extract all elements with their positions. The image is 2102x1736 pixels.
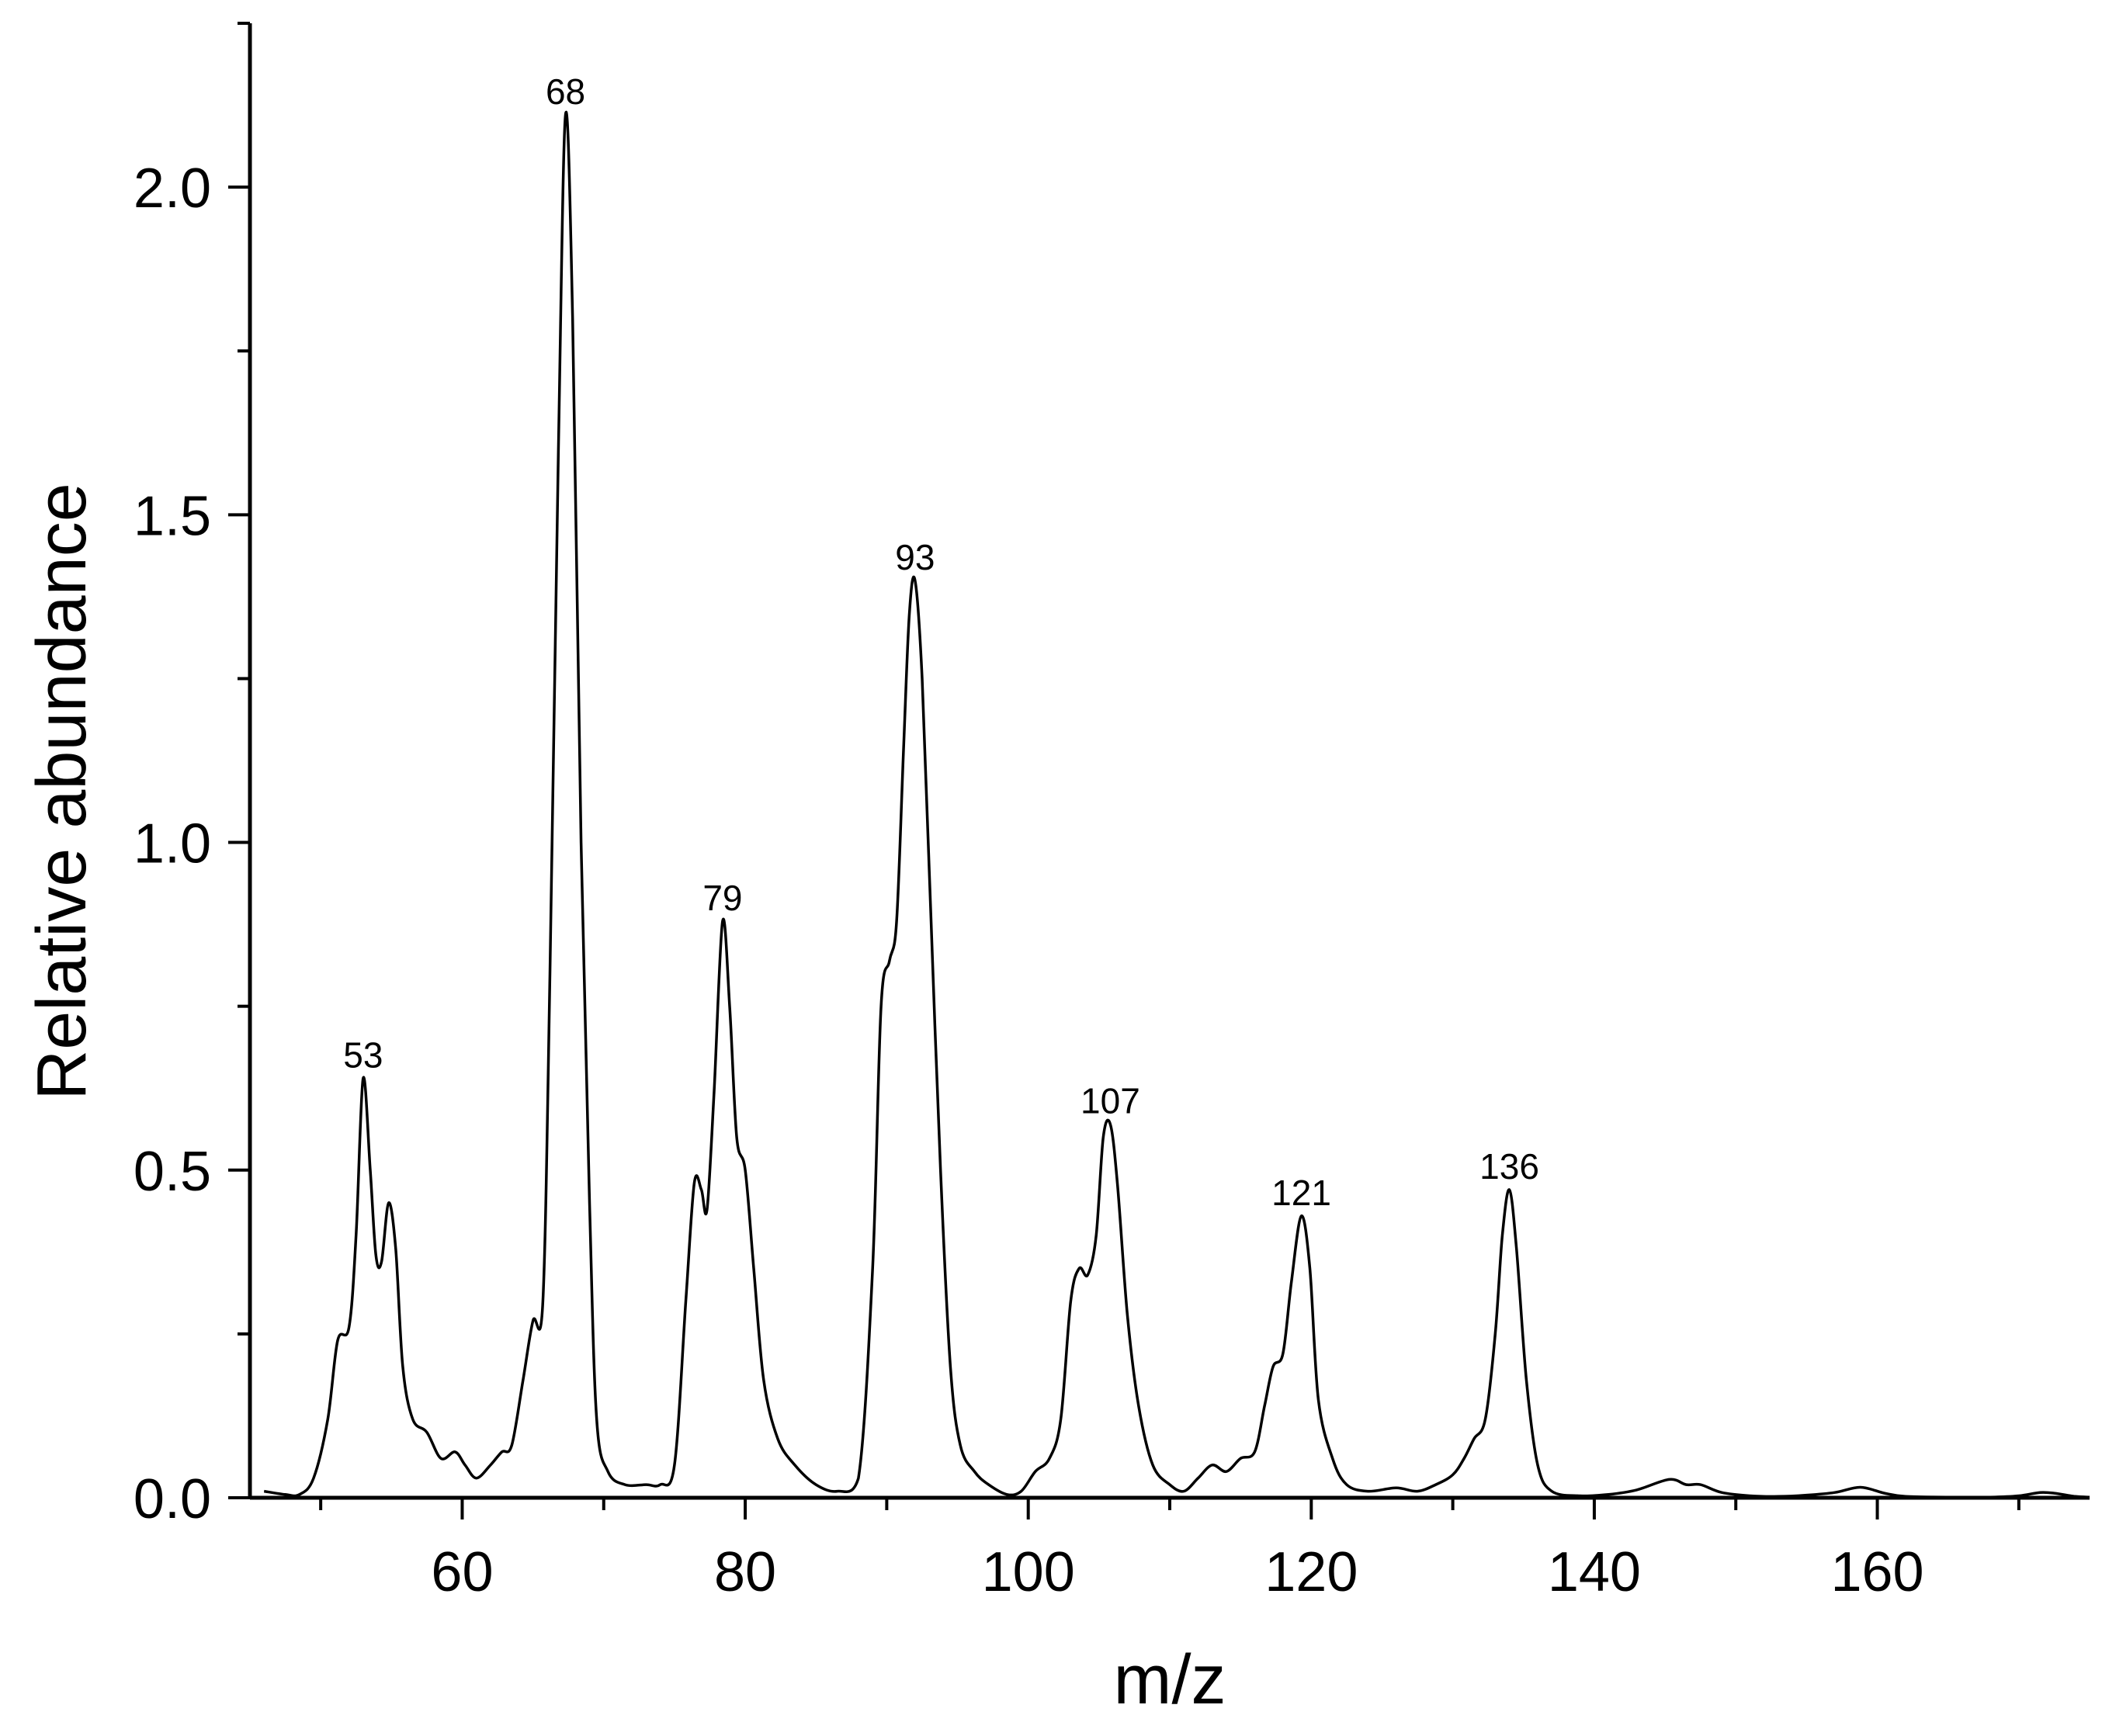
y-axis-title: Relative abundance	[23, 483, 101, 1100]
x-tick-label: 100	[982, 1541, 1075, 1603]
ticks-layer	[228, 22, 2020, 1519]
peak-label: 79	[702, 878, 742, 918]
y-tick-label: 1.0	[134, 813, 211, 875]
x-tick-label: 120	[1264, 1541, 1358, 1603]
peak-label: 107	[1080, 1081, 1140, 1121]
x-tick-label: 60	[431, 1541, 493, 1603]
y-tick-label: 2.0	[134, 158, 211, 220]
peak-label: 136	[1479, 1146, 1539, 1187]
x-axis-title: m/z	[1114, 1641, 1226, 1719]
peak-label: 93	[895, 537, 935, 577]
peak-label: 68	[546, 71, 585, 112]
spectrum-line	[263, 110, 2090, 1499]
y-tick-label: 0.0	[134, 1468, 211, 1530]
y-tick-label: 1.5	[134, 485, 211, 547]
peak-label: 121	[1271, 1173, 1331, 1213]
x-tick-label: 160	[1830, 1541, 1923, 1603]
x-tick-label: 80	[714, 1541, 776, 1603]
y-tick-label: 0.5	[134, 1141, 211, 1203]
peak-label: 53	[343, 1035, 383, 1076]
tick-labels-layer: 60 80 100 120 140 160 0.0 0.5 1.0 1.5 2.0	[134, 158, 1924, 1603]
x-tick-label: 140	[1548, 1541, 1641, 1603]
peak-labels-layer: 53 68 79 93 107 121 136	[343, 71, 1539, 1213]
